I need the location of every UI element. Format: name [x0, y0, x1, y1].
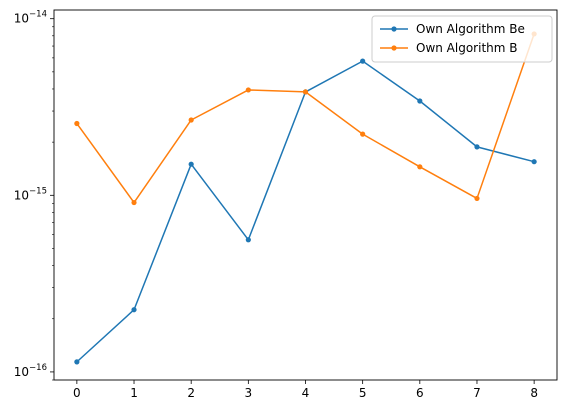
data-point — [417, 164, 423, 170]
data-point — [474, 144, 480, 150]
y-tick-label: 10−15 — [14, 186, 47, 202]
x-tick-label: 4 — [302, 386, 310, 400]
data-point — [245, 237, 251, 243]
x-tick-label: 6 — [416, 386, 424, 400]
x-tick-label: 2 — [187, 386, 195, 400]
legend-label: Own Algorithm Be — [416, 22, 525, 36]
y-tick-label: 10−16 — [14, 363, 47, 379]
data-point — [74, 120, 80, 127]
x-tick-label: 8 — [530, 386, 538, 400]
data-point — [302, 89, 309, 95]
x-tick-label: 5 — [359, 386, 367, 400]
plot-frame — [53, 9, 558, 381]
data-point — [188, 161, 194, 167]
data-point — [360, 58, 366, 64]
legend: Own Algorithm Be Own Algorithm B — [371, 15, 553, 63]
x-tick-label: 7 — [473, 386, 481, 400]
data-point — [531, 159, 537, 165]
x-tick-label: 3 — [245, 386, 253, 400]
legend-label: Own Algorithm B — [416, 41, 518, 55]
series-layer — [74, 31, 537, 365]
legend-swatch-marker — [391, 26, 397, 32]
data-point — [474, 195, 480, 202]
data-point — [245, 87, 251, 93]
data-point — [417, 98, 423, 104]
data-point — [360, 131, 366, 137]
data-point — [131, 307, 137, 313]
data-point — [188, 117, 194, 123]
legend-box — [371, 15, 553, 63]
y-tick-label: 10−14 — [14, 10, 47, 26]
legend-swatch-marker — [391, 45, 397, 51]
data-point — [131, 199, 137, 206]
x-tick-label: 0 — [73, 386, 81, 400]
x-tick-label: 1 — [130, 386, 138, 400]
data-point — [74, 359, 80, 365]
axes-layer: 0 1 2 3 4 5 6 7 8 10−16 10−15 10−14 — [14, 10, 538, 400]
